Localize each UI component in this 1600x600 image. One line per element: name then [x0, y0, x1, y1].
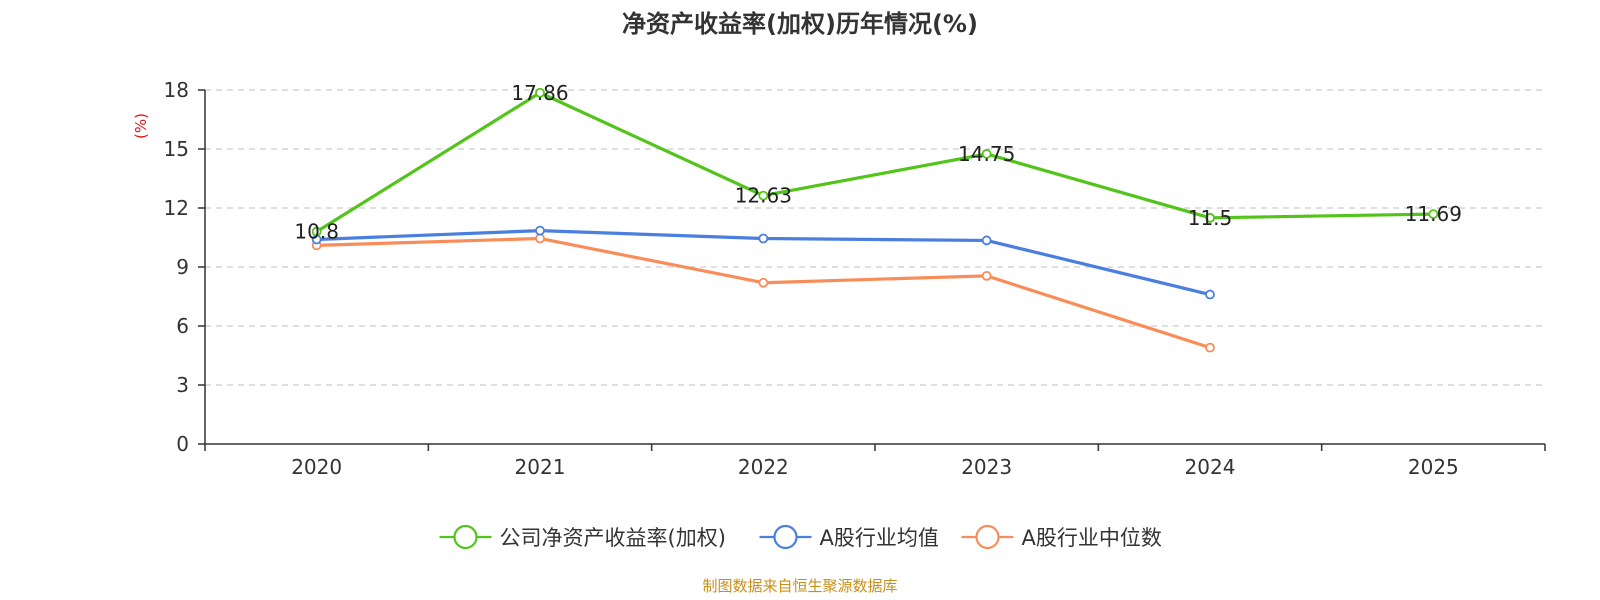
data-label: 17.86 — [511, 81, 568, 105]
data-point[interactable] — [758, 190, 769, 201]
series-lines — [311, 87, 1439, 353]
data-point[interactable] — [981, 149, 992, 159]
data-point[interactable] — [311, 226, 322, 237]
gridlines — [205, 89, 1545, 386]
data-point[interactable] — [758, 233, 769, 244]
y-tick-label: 6 — [176, 314, 189, 338]
legend-label: A股行业均值 — [820, 526, 939, 550]
y-tick-label: 0 — [176, 432, 189, 456]
series-2 — [311, 233, 1215, 353]
data-point[interactable] — [1205, 342, 1215, 353]
x-tick-label: 2025 — [1408, 455, 1459, 479]
y-tick-label: 12 — [164, 196, 189, 220]
data-point[interactable] — [758, 277, 769, 288]
y-tick-label: 18 — [164, 78, 189, 102]
y-tick-label: 15 — [164, 137, 189, 161]
y-tick-label: 9 — [176, 255, 189, 279]
legend-item-0[interactable]: 公司净资产收益率(加权) — [439, 524, 726, 550]
x-tick-label: 2023 — [961, 455, 1012, 479]
y-axis-unit-label: (%) — [132, 113, 150, 139]
x-tick-label: 2024 — [1185, 455, 1236, 479]
y-tick-label: 3 — [176, 373, 189, 397]
data-point[interactable] — [535, 225, 545, 236]
x-tick-label: 2020 — [291, 455, 342, 479]
legend-item-1[interactable]: A股行业均值 — [759, 524, 939, 550]
legend-swatch-circle — [453, 524, 478, 550]
data-point[interactable] — [981, 235, 992, 246]
axes: 0 3 6 9 12 15 18 2020 2021 2022 2023 2024 2025 — [164, 78, 1546, 479]
legend-swatch-circle — [975, 524, 1000, 550]
legend-label: 公司净资产收益率(加权) — [500, 526, 726, 550]
data-point[interactable] — [1428, 209, 1439, 219]
series-0 — [311, 87, 1439, 237]
data-label: 11.69 — [1405, 202, 1462, 226]
legend-label: A股行业中位数 — [1022, 526, 1162, 550]
series-1 — [311, 225, 1215, 300]
data-point[interactable] — [981, 270, 992, 281]
data-point[interactable] — [535, 87, 545, 98]
data-labels: 10.8 17.86 12.63 14.75 11.5 11.69 — [294, 81, 1462, 244]
legend[interactable]: 公司净资产收益率(加权) A股行业均值 A股行业中位数 — [439, 524, 1162, 550]
legend-swatch-circle — [773, 524, 798, 550]
x-tick-label: 2021 — [515, 455, 566, 479]
source-note: 制图数据来自恒生聚源数据库 — [702, 577, 897, 595]
data-label: 14.75 — [958, 142, 1015, 166]
data-point[interactable] — [1205, 212, 1215, 223]
data-label: 11.5 — [1188, 206, 1233, 230]
data-label: 10.8 — [294, 220, 339, 244]
data-label: 12.63 — [735, 184, 792, 208]
data-point[interactable] — [535, 233, 545, 244]
x-tick-label: 2022 — [738, 455, 789, 479]
series-line — [315, 91, 1435, 234]
legend-item-2[interactable]: A股行业中位数 — [961, 524, 1162, 550]
chart-title: 净资产收益率(加权)历年情况(%) — [622, 10, 978, 38]
series-line — [315, 236, 1212, 350]
data-point[interactable] — [1205, 289, 1215, 300]
